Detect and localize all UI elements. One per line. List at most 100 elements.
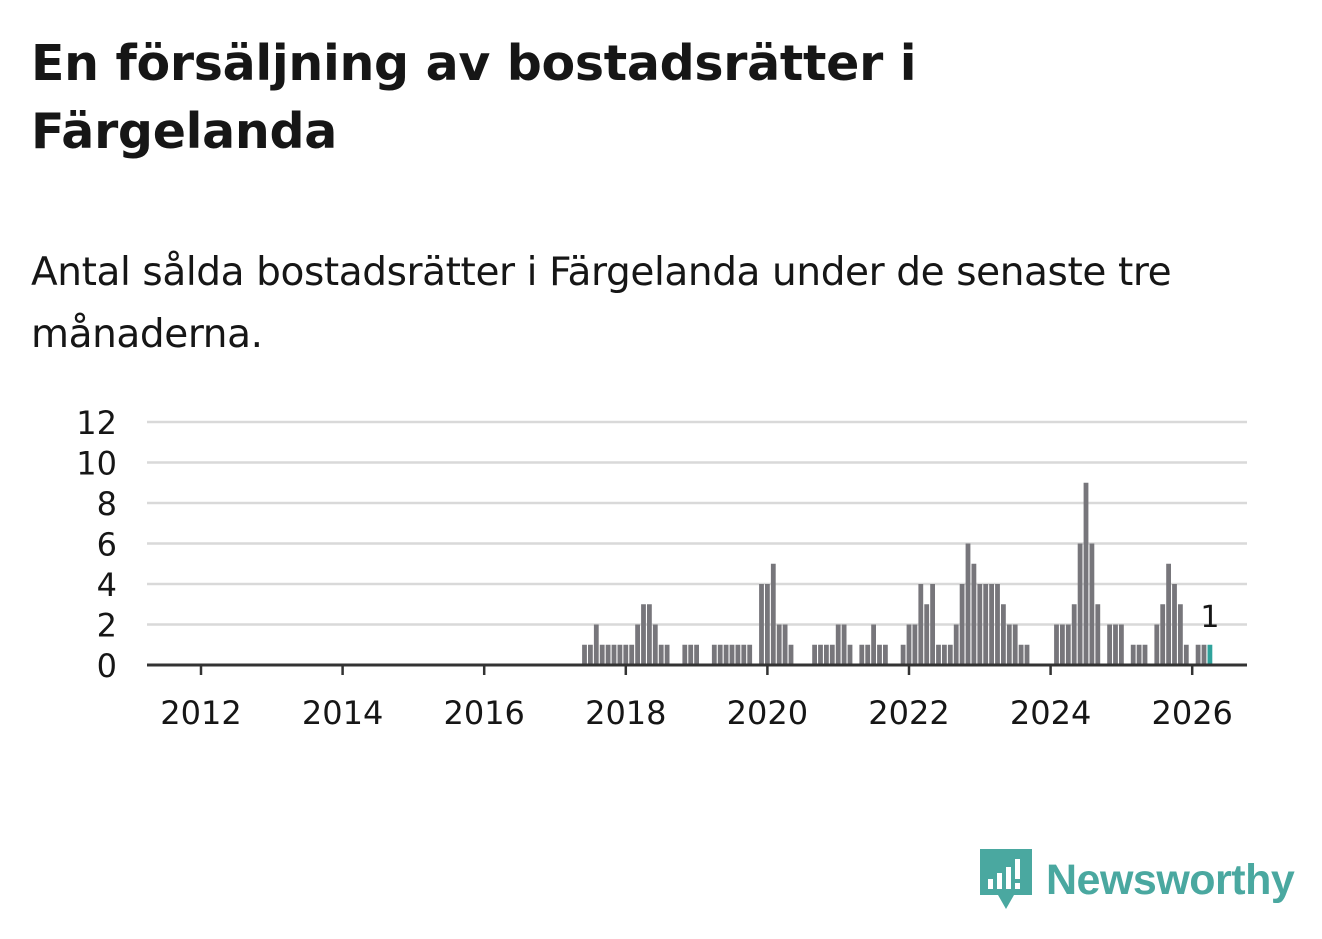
bars: [582, 482, 1213, 665]
y-tick-label: 6: [97, 526, 117, 564]
bar: [629, 644, 635, 665]
x-tick-label: 2022: [868, 694, 949, 732]
bar: [1012, 624, 1018, 665]
brand: Newsworthy: [980, 848, 1295, 912]
bar: [924, 604, 930, 665]
brand-name: Newsworthy: [1046, 855, 1295, 904]
bar: [1178, 604, 1183, 665]
bar: [1201, 644, 1207, 665]
y-tick-label: 12: [76, 404, 117, 442]
bar: [1018, 644, 1024, 665]
bar: [735, 644, 741, 665]
bar: [652, 624, 658, 665]
bar: [1006, 624, 1012, 665]
bar: [593, 624, 599, 665]
y-tick-label: 8: [97, 485, 117, 523]
bar: [906, 624, 912, 665]
bar: [841, 624, 847, 665]
bar: [1154, 624, 1160, 665]
bar: [824, 644, 829, 665]
bar: [1119, 624, 1124, 665]
x-tick-label: 2018: [585, 694, 666, 732]
bar: [1071, 604, 1077, 665]
highlight-value-label: 1: [1200, 600, 1219, 635]
bar: [623, 644, 629, 665]
bar: [936, 644, 941, 665]
y-tick-label: 2: [97, 607, 117, 645]
bar: [1160, 604, 1166, 665]
bar: [965, 543, 971, 665]
chart-title: En försäljning av bostadsrätter i Färgel…: [31, 35, 917, 160]
bar: [582, 644, 587, 665]
bar: [835, 624, 841, 665]
bar: [1024, 644, 1030, 665]
bar: [788, 644, 794, 665]
bar: [1172, 584, 1177, 665]
bar: [812, 644, 817, 665]
bar: [717, 644, 723, 665]
bar: [1107, 624, 1112, 665]
bar: [900, 644, 906, 665]
bar: [953, 624, 959, 665]
bar: [959, 584, 965, 665]
bar: [741, 644, 747, 665]
bar: [688, 644, 694, 665]
newsworthy-logo-icon: [980, 849, 1032, 909]
bar: [588, 644, 593, 665]
bar: [995, 584, 1000, 665]
bar: [983, 584, 989, 665]
x-axis-ticks: 2012 2014 2016 2018 2020 2022 2024 2026: [160, 665, 1233, 732]
bar: [611, 644, 617, 665]
bar: [930, 584, 935, 665]
bar: [865, 644, 871, 665]
bar: [599, 644, 605, 665]
bar: [1195, 644, 1201, 665]
chart-subtitle: Antal sålda bostadsrätter i Färgelanda u…: [31, 250, 1172, 357]
bar: [989, 584, 994, 665]
bar: [947, 644, 953, 665]
bar: [818, 644, 823, 665]
bar: [971, 563, 977, 665]
bar: [1130, 644, 1136, 665]
bar: [635, 624, 640, 665]
bar: [877, 644, 882, 665]
bar: [1001, 604, 1006, 665]
bar: [770, 563, 776, 665]
bar: [977, 584, 983, 665]
bar: [605, 644, 611, 665]
bar: [747, 644, 753, 665]
bar: [641, 604, 646, 665]
x-tick-label: 2012: [160, 694, 241, 732]
bar: [694, 644, 699, 665]
bar-highlight: [1207, 644, 1213, 665]
bar: [1083, 482, 1089, 665]
bar: [682, 644, 688, 665]
bar: [829, 644, 835, 665]
y-tick-label: 4: [97, 566, 117, 604]
x-tick-label: 2014: [302, 694, 383, 732]
bar: [765, 584, 770, 665]
bar: [871, 624, 876, 665]
bar: [942, 644, 947, 665]
x-tick-label: 2026: [1151, 694, 1232, 732]
bar: [759, 584, 764, 665]
bar: [782, 624, 788, 665]
x-tick-label: 2016: [443, 694, 524, 732]
x-tick-label: 2020: [727, 694, 808, 732]
bar: [883, 644, 888, 665]
bar: [664, 644, 670, 665]
bar: [912, 624, 918, 665]
bar: [1095, 604, 1101, 665]
bar: [1089, 543, 1095, 665]
bar: [1142, 644, 1148, 665]
bar: [1113, 624, 1118, 665]
bar: [1077, 543, 1083, 665]
bar: [1183, 644, 1189, 665]
bar: [729, 644, 735, 665]
bar: [918, 584, 924, 665]
x-tick-label: 2024: [1010, 694, 1091, 732]
bar: [711, 644, 717, 665]
bar: [1166, 563, 1171, 665]
